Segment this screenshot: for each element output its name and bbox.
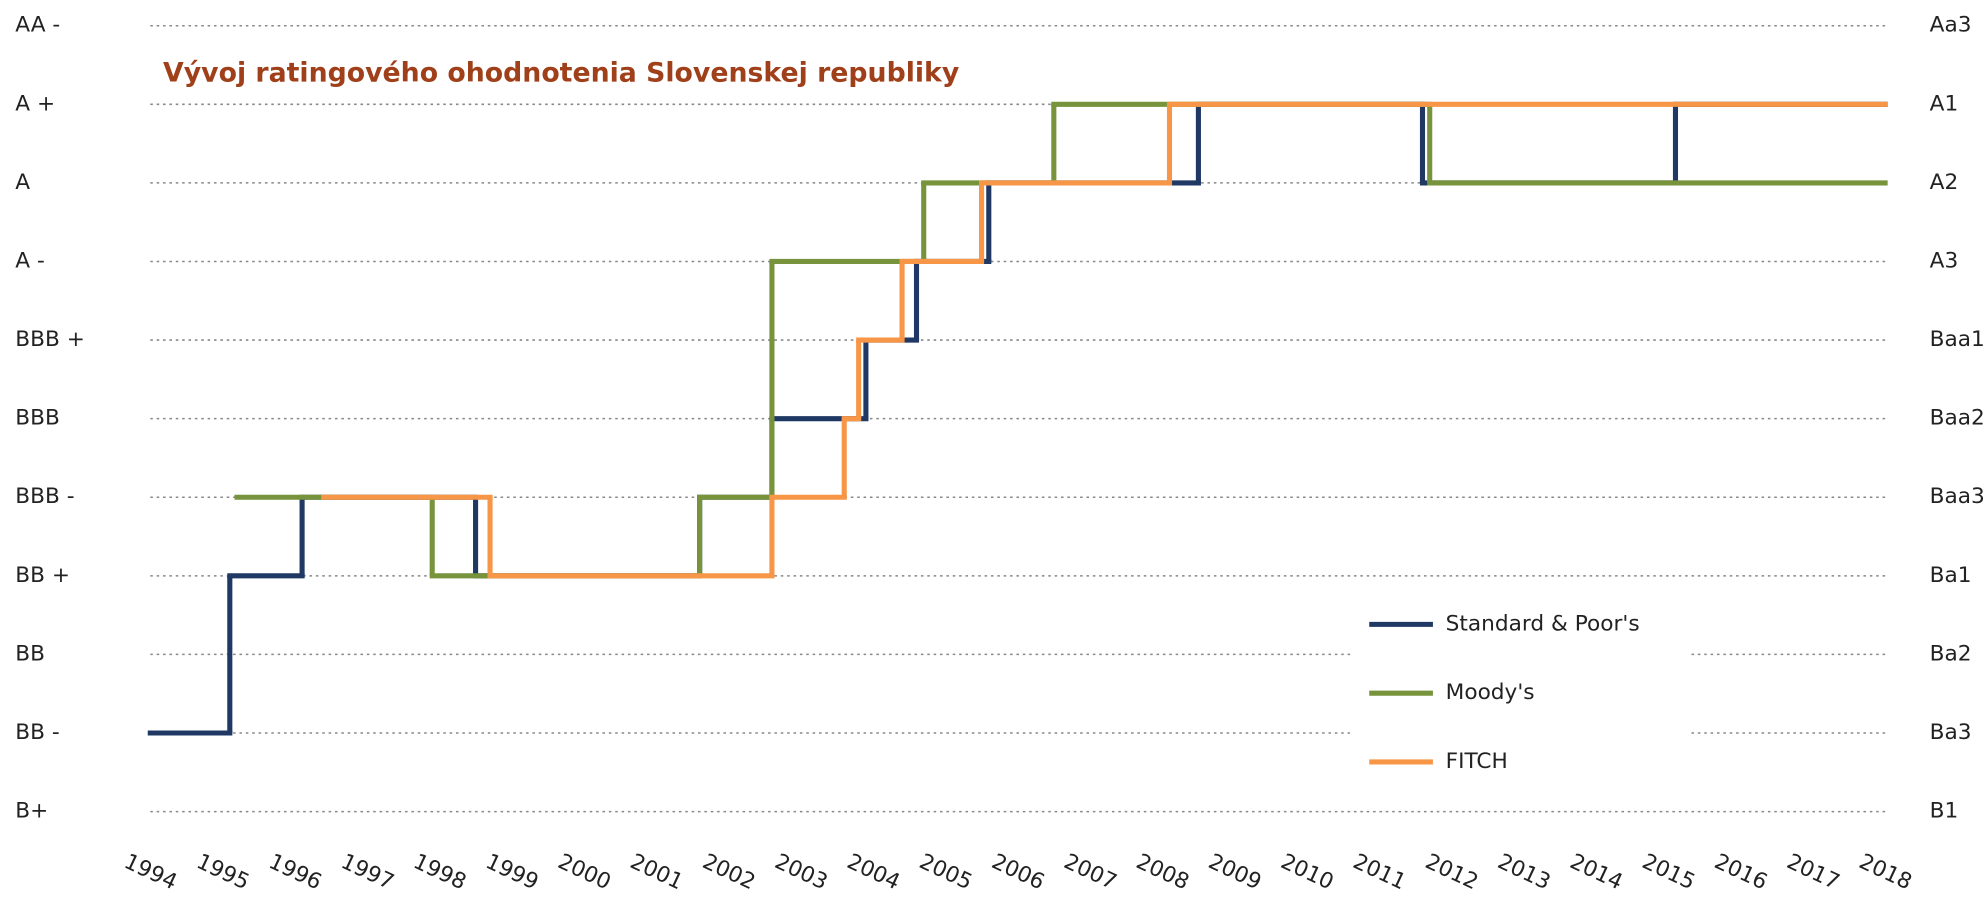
y2-tick-label: Baa3 [1930, 484, 1985, 509]
legend-label: Standard & Poor's [1446, 611, 1640, 636]
y2-tick-label: A3 [1930, 248, 1959, 273]
y-tick-label: A + [15, 91, 55, 116]
y2-tick-label: Aa3 [1930, 13, 1972, 38]
y-tick-label: BBB [15, 406, 60, 431]
y-tick-label: B+ [15, 799, 48, 824]
legend: Standard & Poor's Moody's FITCH [1350, 592, 1692, 784]
x-tick-label: 2000 [554, 849, 614, 895]
y2-tick-label: A1 [1930, 91, 1959, 116]
x-tick-label: 2014 [1566, 849, 1626, 895]
y2-tick-label: Baa1 [1930, 327, 1985, 352]
y-tick-label: AA - [15, 13, 60, 38]
x-tick-label: 2016 [1711, 849, 1771, 895]
x-tick-label: 2010 [1277, 849, 1337, 895]
y-tick-label: A - [15, 248, 45, 273]
x-tick-label: 1996 [265, 849, 325, 895]
x-tick-label: 2017 [1783, 849, 1843, 895]
series-line [321, 101, 1888, 579]
y2-tick-label: A2 [1930, 170, 1959, 195]
x-tick-label: 1994 [120, 849, 180, 895]
x-tick-label: 2004 [843, 849, 903, 895]
x-tick-label: 2009 [1205, 849, 1265, 895]
x-tick-label: 2018 [1855, 849, 1915, 895]
x-tick-label: 2002 [699, 849, 759, 895]
legend-label: Moody's [1446, 680, 1535, 705]
y2-tick-label: Baa2 [1930, 406, 1985, 431]
x-tick-label: 2011 [1349, 849, 1409, 895]
x-tick-label: 2006 [988, 849, 1048, 895]
x-tick-label: 2015 [1638, 849, 1698, 895]
y-tick-label: BB [15, 641, 45, 666]
x-tick-label: 1998 [409, 849, 469, 895]
x-tick-label: 2001 [626, 849, 686, 895]
y-tick-label: BB - [15, 720, 59, 745]
x-tick-label: 2005 [915, 849, 975, 895]
y-tick-label: BB + [15, 563, 70, 588]
y2-tick-label: Ba3 [1930, 720, 1972, 745]
y-tick-label: A [15, 170, 30, 195]
y2-tick-label: Ba1 [1930, 563, 1972, 588]
x-tick-label: 1997 [337, 849, 397, 895]
legend-label: FITCH [1446, 749, 1508, 774]
y2-tick-label: Ba2 [1930, 641, 1972, 666]
chart-title: Vývoj ratingového ohodnotenia Slovenskej… [163, 58, 959, 89]
x-tick-label: 1995 [193, 849, 253, 895]
y2-tick-label: B1 [1930, 799, 1959, 824]
x-tick-label: 2008 [1132, 849, 1192, 895]
y-tick-label: BBB - [15, 484, 74, 509]
x-tick-label: 1999 [482, 849, 542, 895]
y-tick-label: BBB + [15, 327, 85, 352]
x-tick-label: 2013 [1494, 849, 1554, 895]
x-tick-label: 2012 [1421, 849, 1481, 895]
x-tick-label: 2003 [771, 849, 831, 895]
x-tick-label: 2007 [1060, 849, 1120, 895]
